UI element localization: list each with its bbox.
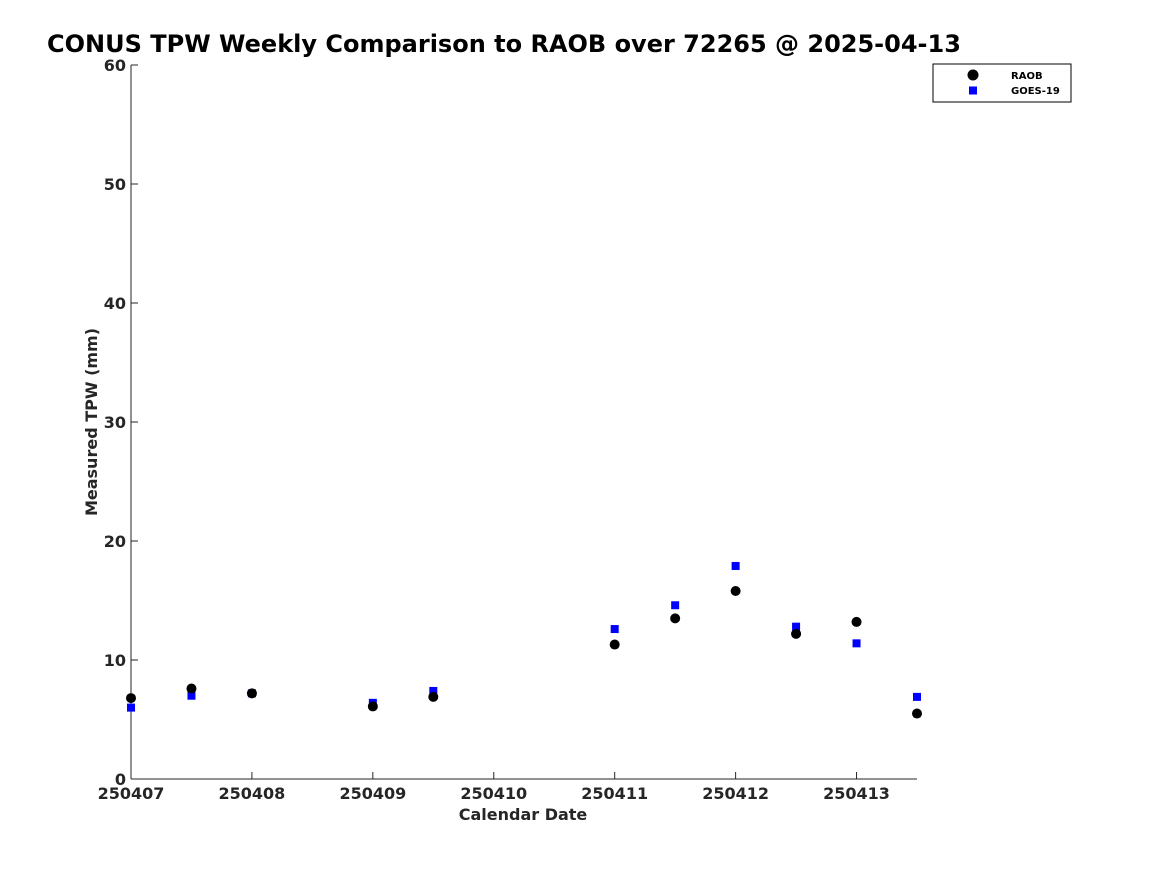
y-tick-label: 0 xyxy=(115,770,126,789)
raob-point xyxy=(367,701,378,712)
y-tick-label: 50 xyxy=(104,175,126,194)
legend-raob-marker xyxy=(967,69,979,81)
y-axis-label: Measured TPW (mm) xyxy=(82,328,101,516)
raob-point xyxy=(186,683,197,694)
raob-point xyxy=(126,693,136,704)
raob-point xyxy=(851,616,862,627)
x-tick-label: 250408 xyxy=(219,784,286,803)
x-tick-label: 250407 xyxy=(98,784,165,803)
y-tick-label: 20 xyxy=(104,532,126,551)
legend-raob-label: RAOB xyxy=(1011,71,1043,82)
raob-point xyxy=(246,688,257,699)
raob-point xyxy=(791,628,802,639)
goes19-point xyxy=(671,601,680,610)
raob-point xyxy=(609,639,620,650)
goes19-point xyxy=(852,639,861,648)
legend-goes-marker xyxy=(969,86,977,95)
legend: RAOB GOES-19 xyxy=(932,63,1072,103)
x-tick-label: 250413 xyxy=(823,784,890,803)
legend-box xyxy=(932,63,1072,103)
y-tick-label: 40 xyxy=(104,294,126,313)
goes19-point xyxy=(792,622,801,631)
goes19-point xyxy=(610,625,619,634)
raob-point xyxy=(730,585,741,596)
raob-point xyxy=(670,613,681,624)
x-tick-label: 250410 xyxy=(460,784,527,803)
goes19-point xyxy=(429,686,438,695)
goes19-point xyxy=(913,692,921,701)
y-tick-label: 30 xyxy=(104,413,126,432)
y-axis-ticks: 0 10 20 30 40 50 60 xyxy=(104,56,138,789)
x-tick-label: 250411 xyxy=(581,784,648,803)
data-points xyxy=(126,561,922,719)
goes19-point xyxy=(731,561,740,570)
raob-point xyxy=(428,691,439,702)
goes19-point xyxy=(127,703,135,712)
x-axis-ticks: 250407 250408 250409 250410 250411 250412 2504… xyxy=(98,772,890,803)
raob-point xyxy=(912,708,922,719)
goes19-point xyxy=(187,691,196,700)
y-tick-label: 60 xyxy=(104,56,126,75)
chart-title: CONUS TPW Weekly Comparison to RAOB over… xyxy=(47,30,961,58)
plot-area xyxy=(130,65,917,780)
legend-goes-label: GOES-19 xyxy=(1011,86,1060,97)
x-tick-label: 250409 xyxy=(339,784,406,803)
x-tick-label: 250412 xyxy=(702,784,769,803)
y-tick-label: 10 xyxy=(104,651,126,670)
x-axis-label: Calendar Date xyxy=(459,805,588,824)
